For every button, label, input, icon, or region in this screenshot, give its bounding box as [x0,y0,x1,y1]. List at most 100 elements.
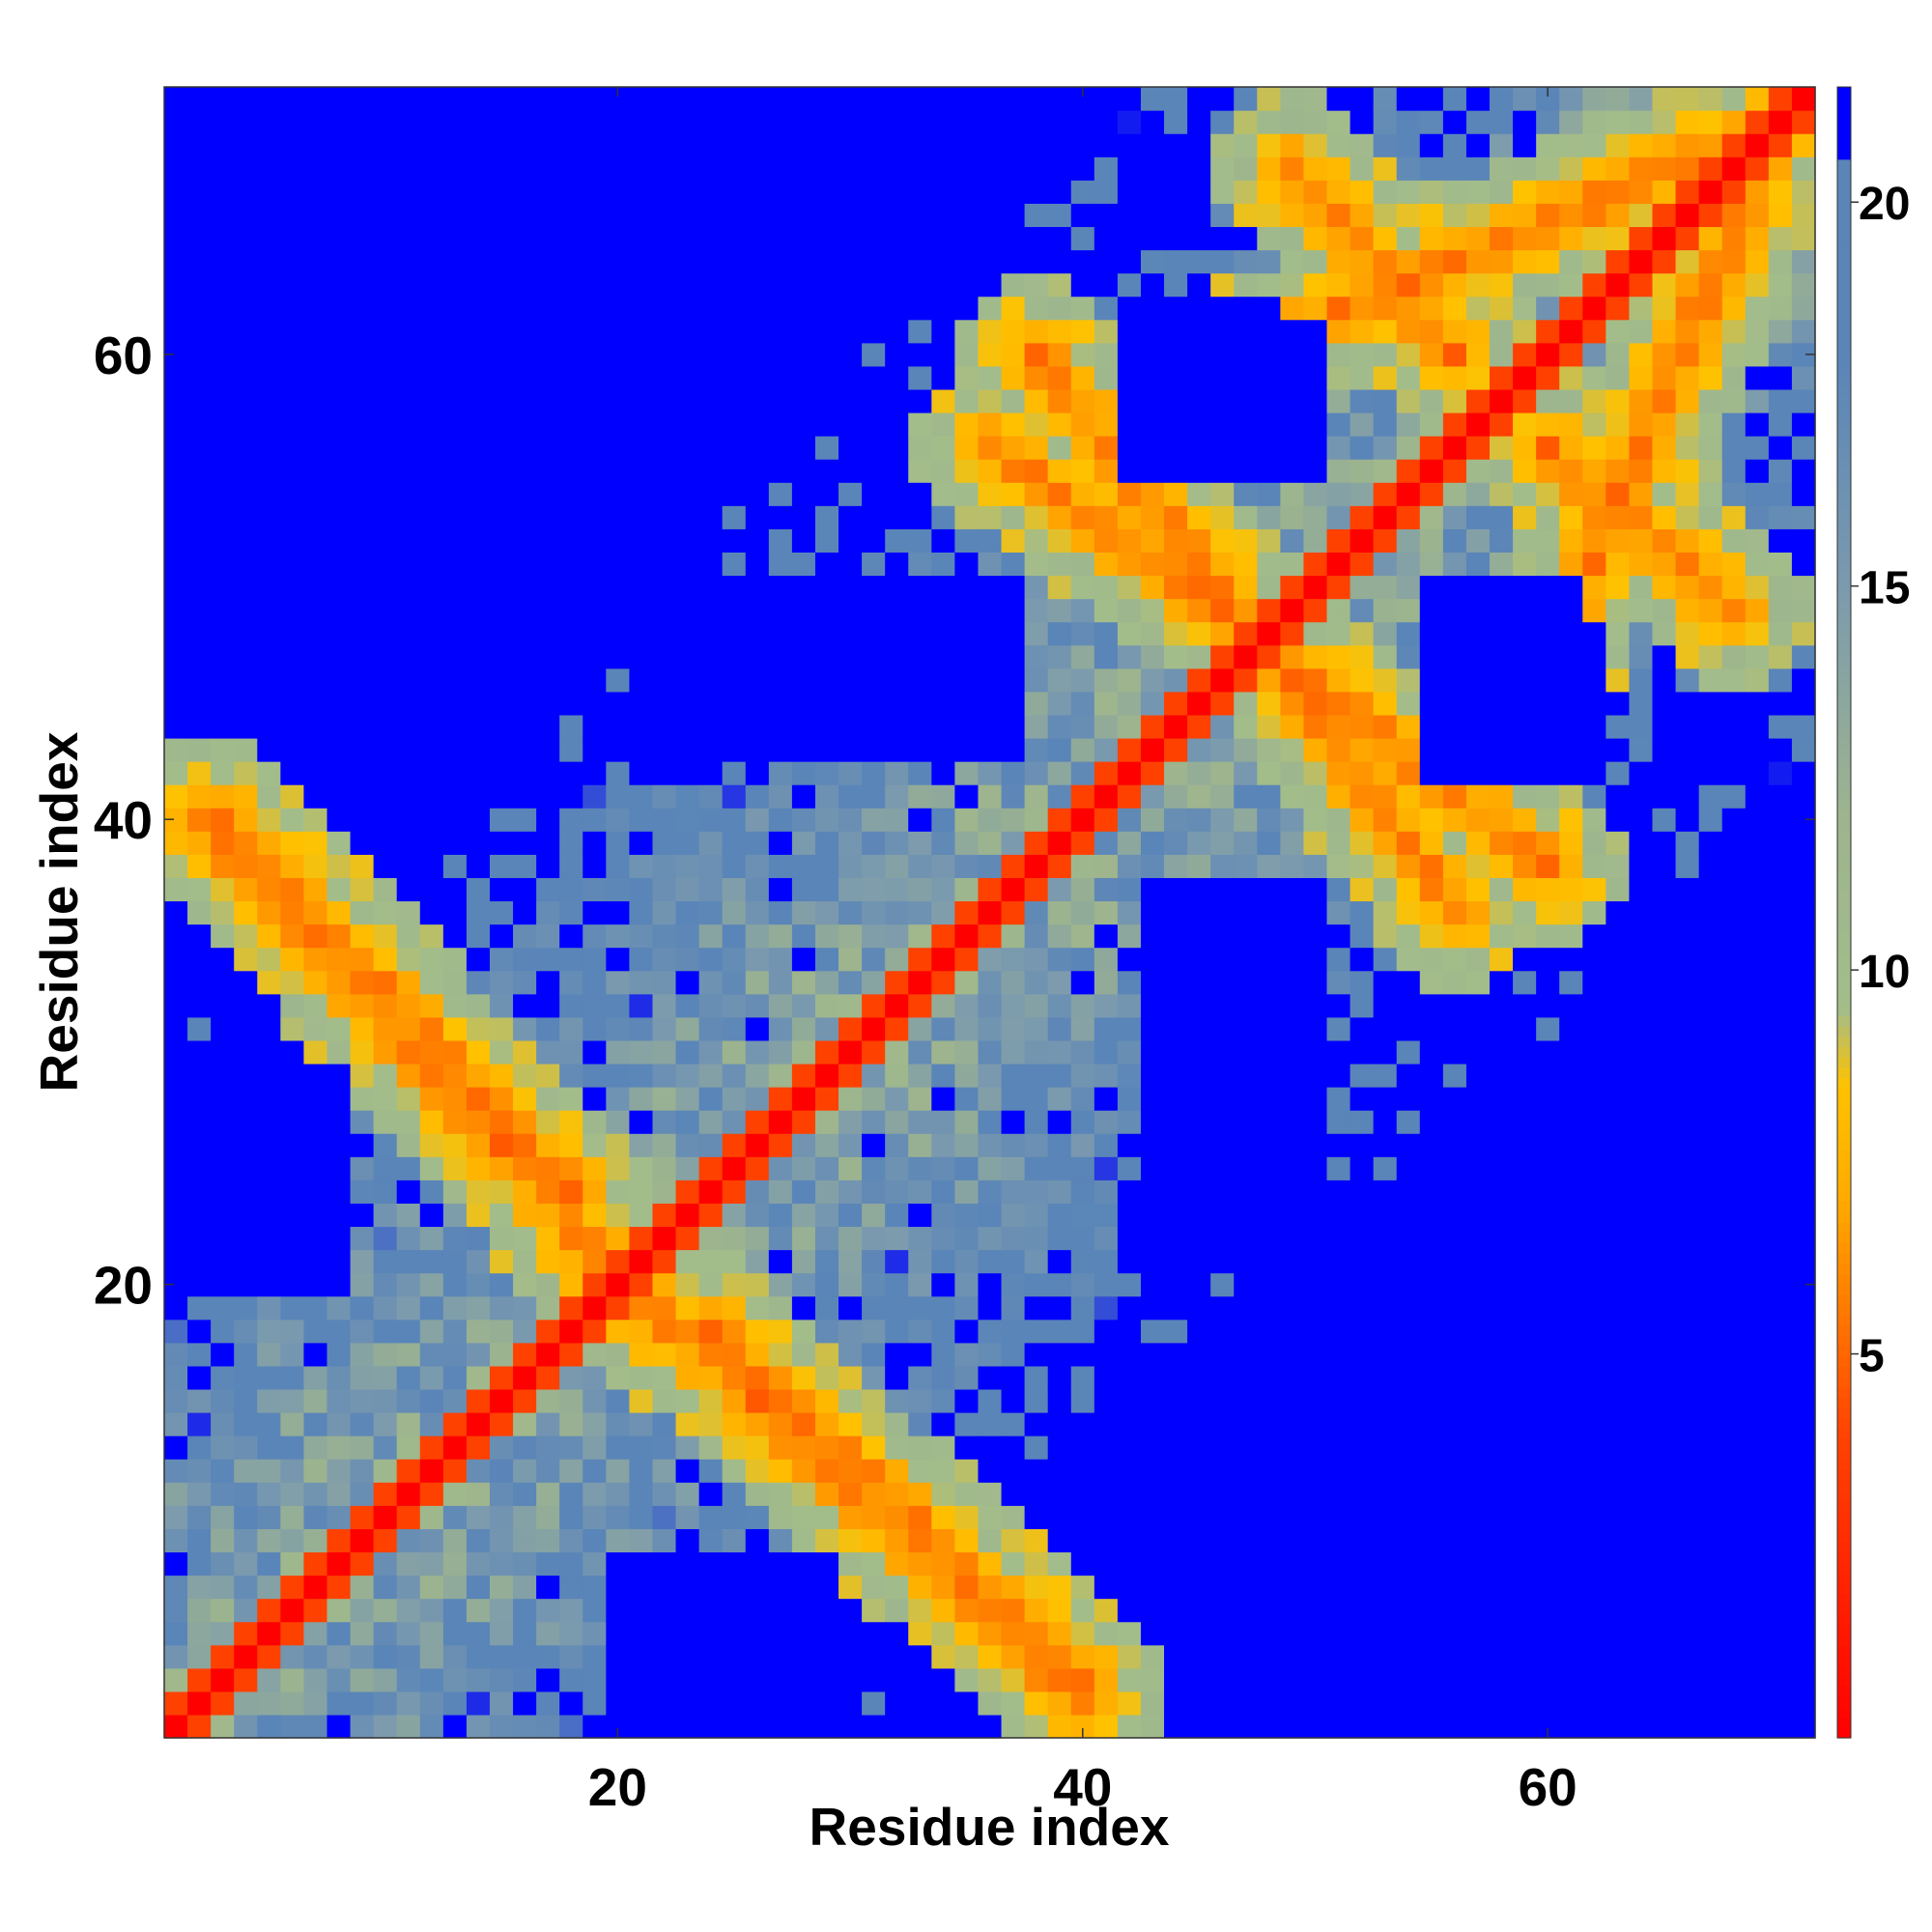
heatmap-cell [303,784,328,809]
heatmap-cell [513,156,537,181]
heatmap-cell [1396,1575,1421,1600]
heatmap-cell [303,1575,328,1600]
heatmap-cell [1559,342,1583,367]
heatmap-cell [1047,854,1072,878]
heatmap-cell [396,1412,421,1436]
heatmap-cell [1745,970,1770,995]
heatmap-cell [745,1272,770,1297]
heatmap-cell [419,1342,444,1367]
heatmap-cell [280,1133,305,1157]
heatmap-cell [768,761,793,785]
heatmap-cell [722,1133,747,1157]
heatmap-cell [187,598,212,623]
heatmap-cell [652,203,677,228]
heatmap-cell [885,900,909,925]
heatmap-cell [1698,1388,1723,1413]
heatmap-cell [234,459,258,483]
heatmap-cell [722,505,747,529]
heatmap-cell [1187,993,1211,1018]
heatmap-cell [1629,691,1654,716]
heatmap-cell [722,296,747,321]
heatmap-cell [1490,319,1514,344]
heatmap-cell [1094,598,1119,623]
heatmap-cell [1465,388,1491,413]
heatmap-cell [1140,1714,1165,1739]
heatmap-cell [885,110,909,134]
heatmap-cell [513,1039,537,1065]
heatmap-cell [1768,970,1793,995]
heatmap-cell [768,180,793,204]
heatmap-cell [466,877,491,902]
heatmap-cell [1559,598,1583,623]
heatmap-cell [1303,1295,1328,1321]
heatmap-cell [838,691,863,716]
heatmap-cell [1675,459,1700,483]
heatmap-cell [1652,505,1677,529]
heatmap-cell [1396,1412,1421,1436]
heatmap-cell [559,133,583,157]
heatmap-cell [1698,249,1723,274]
heatmap-cell [373,923,398,949]
heatmap-cell [1536,505,1560,529]
heatmap-cell [606,1133,631,1157]
heatmap-cell [1326,319,1351,344]
heatmap-cell [862,644,886,669]
heatmap-cell [1419,1203,1444,1228]
heatmap-cell [1257,1714,1281,1739]
heatmap-cell [1768,133,1793,157]
heatmap-cell [675,436,700,460]
heatmap-cell [1210,1621,1235,1646]
heatmap-cell [1745,528,1770,554]
heatmap-cell [1652,1667,1677,1692]
heatmap-cell [954,737,980,762]
heatmap-cell [1094,784,1119,809]
heatmap-cell [303,342,328,367]
heatmap-cell [373,1110,398,1134]
heatmap-cell [327,1551,352,1577]
heatmap-cell [1490,133,1514,157]
heatmap-cell [838,226,863,251]
heatmap-cell [1187,1295,1211,1321]
heatmap-cell [1117,528,1142,554]
heatmap-cell [1187,505,1211,529]
heatmap-cell [722,1435,747,1460]
heatmap-cell [954,388,980,413]
heatmap-cell [1442,1528,1467,1553]
heatmap-cell [1140,203,1165,228]
heatmap-cell [791,319,816,344]
heatmap-cell [1303,226,1328,251]
heatmap-cell [1442,668,1467,693]
heatmap-cell [1442,528,1467,554]
heatmap-cell [978,1039,1003,1065]
heatmap-cell [931,1505,955,1529]
heatmap-cell [164,1319,188,1344]
heatmap-cell [396,1295,421,1321]
heatmap-cell [1513,203,1537,228]
heatmap-cell [791,1551,816,1577]
heatmap-cell [211,714,235,739]
heatmap-cell [1698,87,1723,111]
heatmap-cell [1396,993,1421,1018]
heatmap-cell [1582,1087,1606,1111]
heatmap-cell [1117,1016,1142,1041]
heatmap-cell [1280,1203,1305,1228]
heatmap-cell [1070,459,1095,483]
heatmap-cell [303,482,328,506]
heatmap-cell [1117,180,1142,204]
heatmap-cell [1652,970,1677,995]
heatmap-cell [1024,644,1049,669]
heatmap-cell [350,436,375,460]
heatmap-cell [791,296,816,321]
heatmap-cell [1768,1714,1793,1739]
heatmap-cell [1396,436,1421,460]
heatmap-cell [396,110,421,134]
heatmap-cell [1070,436,1095,460]
heatmap-cell [1582,1505,1606,1529]
heatmap-cell [1652,1295,1677,1321]
heatmap-cell [1652,226,1677,251]
heatmap-cell [931,1249,955,1274]
heatmap-cell [1419,1551,1444,1577]
heatmap-cell [280,436,305,460]
heatmap-cell [489,528,514,554]
heatmap-cell [652,1365,677,1390]
